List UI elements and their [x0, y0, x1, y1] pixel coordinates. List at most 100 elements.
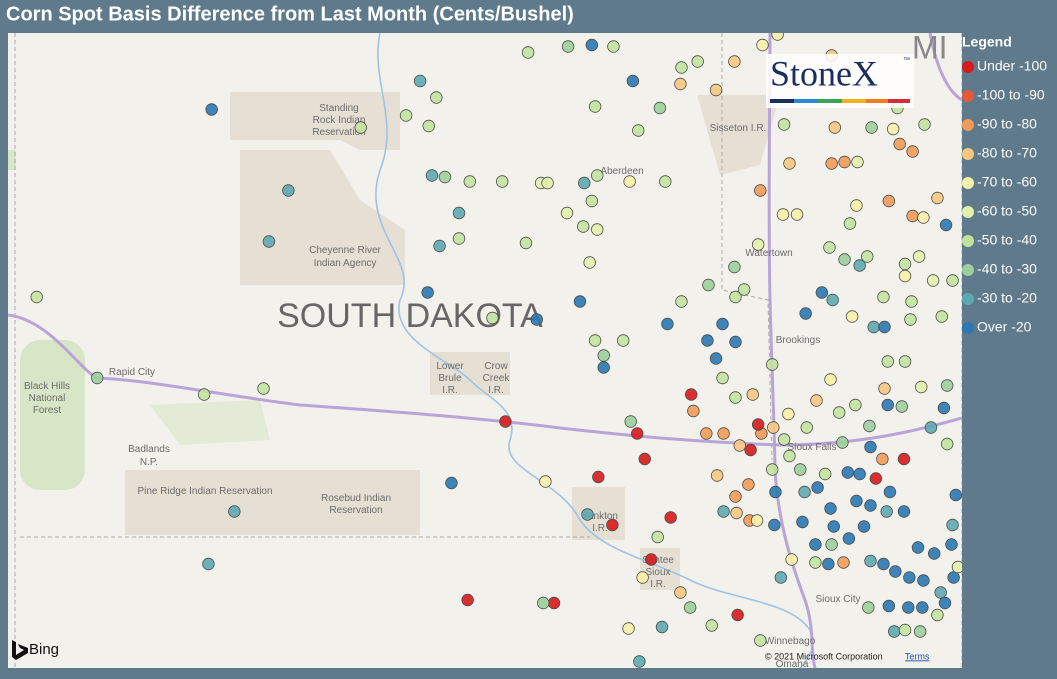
state-label: SOUTH DAKOTA — [277, 297, 543, 335]
location-point — [588, 100, 602, 113]
place-label: Crow Creek I.R. — [483, 361, 511, 396]
location-point — [624, 415, 637, 428]
location-point — [893, 137, 906, 151]
legend: Under -100 -100 to -90 -90 to -80 -80 to -7… — [962, 58, 1047, 335]
location-point — [585, 194, 599, 208]
location-point — [421, 286, 434, 299]
legend-label: Under -100 — [977, 58, 1047, 74]
location-point — [687, 404, 700, 418]
location-point — [916, 601, 929, 614]
rivers — [375, 33, 814, 668]
location-point — [461, 593, 474, 607]
location-point — [905, 295, 918, 308]
location-point — [581, 508, 594, 521]
location-point — [751, 238, 765, 251]
label-line: Black Hills — [24, 381, 70, 392]
location-point — [616, 334, 630, 347]
location-point — [742, 478, 755, 491]
location-point — [591, 169, 604, 182]
location-point — [861, 250, 874, 263]
location-point — [878, 320, 891, 334]
location-point — [864, 499, 877, 512]
location-point — [731, 608, 744, 622]
location-point — [951, 560, 962, 574]
location-point — [798, 485, 811, 499]
location-point — [717, 505, 730, 518]
location-point — [685, 388, 698, 401]
location-point — [754, 184, 767, 197]
label-line: Watertown — [745, 248, 792, 259]
location-point — [597, 361, 610, 374]
location-point — [583, 256, 596, 269]
title: Corn Spot Basis Difference from Last Mon… — [6, 3, 574, 25]
legend-swatch — [962, 177, 974, 189]
location-point — [632, 124, 645, 137]
location-point — [766, 463, 779, 476]
label-line: Omaha — [776, 659, 809, 670]
label-line: Forest — [33, 405, 62, 416]
place-label: Sisseton I.R. — [710, 123, 767, 134]
location-point — [889, 565, 902, 578]
location-point — [737, 283, 751, 296]
location-point — [750, 514, 764, 527]
location-point — [588, 334, 602, 347]
location-point — [413, 74, 427, 88]
legend-swatch — [962, 206, 974, 218]
location-point — [862, 601, 875, 614]
location-point — [838, 253, 851, 266]
location-point — [664, 511, 677, 524]
label-line: Sioux — [645, 567, 670, 578]
location-point — [946, 518, 959, 532]
location-point — [809, 556, 822, 569]
legend-title: Legend — [962, 34, 1012, 50]
location-point — [767, 421, 780, 434]
label-line: Rock Indian — [313, 115, 366, 126]
location-point — [818, 467, 832, 481]
label-line: Creek — [483, 373, 511, 384]
legend-label: -100 to -90 — [977, 87, 1045, 103]
place-label: Yankton I.R. — [582, 511, 618, 534]
map-background — [8, 33, 962, 668]
label-line: Badlands — [128, 444, 170, 455]
location-point — [777, 118, 791, 131]
location-point — [774, 571, 788, 584]
location-point — [675, 295, 688, 308]
location-point — [881, 398, 894, 412]
legend-label: -30 to -20 — [977, 290, 1037, 306]
logo: StoneX ™ — [766, 53, 914, 108]
terms-link[interactable]: Terms — [905, 651, 930, 661]
location-point — [938, 596, 952, 610]
label-line: Sioux City — [815, 594, 860, 605]
map: SOUTH DAKOTA MI Standing Rock Indian Reser… — [8, 33, 962, 670]
location-point — [744, 443, 757, 457]
location-point — [794, 463, 807, 476]
location-point — [915, 380, 928, 394]
logo-text: StoneX — [770, 53, 878, 93]
location-point — [935, 310, 948, 323]
location-point — [452, 232, 466, 245]
location-point — [869, 472, 883, 485]
location-point — [888, 625, 901, 638]
place-label: Lower Brule I.R. — [436, 361, 464, 396]
place-label: Cheyenne River Indian Agency — [309, 245, 381, 269]
label-line: I.R. — [592, 523, 608, 534]
location-point — [782, 407, 795, 421]
place-label: Watertown — [745, 248, 792, 259]
location-point — [597, 349, 610, 362]
location-point — [853, 259, 866, 272]
location-point — [945, 538, 958, 551]
place-labels: Standing Rock Indian Reservation Sisseton … — [24, 103, 861, 670]
place-label: Winnebago — [765, 636, 816, 647]
location-point — [228, 505, 241, 518]
location-point — [940, 437, 954, 451]
label-line: Aberdeen — [600, 166, 643, 177]
label-line: Standing — [319, 103, 358, 114]
location-point — [354, 121, 367, 134]
location-point — [519, 236, 533, 250]
location-point — [622, 622, 635, 635]
location-point — [811, 481, 824, 494]
location-point — [886, 122, 900, 136]
label-line: Brule — [438, 373, 462, 384]
location-point — [897, 452, 911, 466]
legend-swatch — [962, 119, 974, 131]
